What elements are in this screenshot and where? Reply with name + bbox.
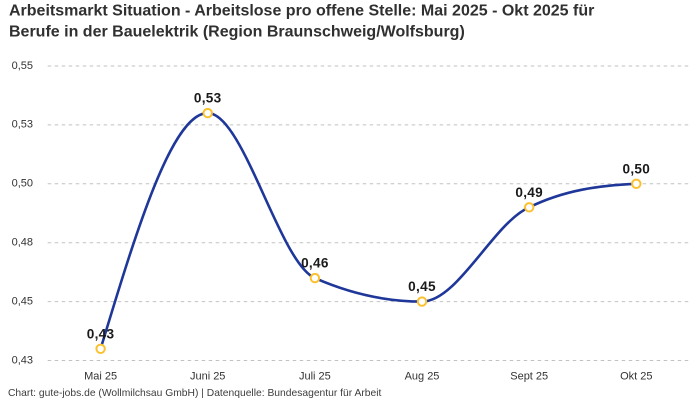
svg-text:0,55: 0,55 [12, 60, 33, 72]
svg-text:0,43: 0,43 [12, 354, 33, 366]
svg-text:0,53: 0,53 [194, 91, 222, 106]
svg-text:0,50: 0,50 [622, 161, 650, 176]
svg-text:Berufe in der Bauelektrik (Reg: Berufe in der Bauelektrik (Region Brauns… [9, 24, 465, 41]
svg-text:0,53: 0,53 [12, 119, 33, 131]
svg-text:0,50: 0,50 [12, 178, 33, 190]
svg-text:0,45: 0,45 [408, 279, 436, 294]
svg-text:Okt 25: Okt 25 [620, 371, 652, 383]
svg-text:Mai 25: Mai 25 [84, 371, 117, 383]
svg-text:Arbeitsmarkt Situation - Arbei: Arbeitsmarkt Situation - Arbeitslose pro… [9, 3, 594, 20]
svg-text:0,48: 0,48 [12, 236, 33, 248]
svg-text:Chart: gute-jobs.de (Wollmilch: Chart: gute-jobs.de (Wollmilchsau GmbH) … [8, 388, 381, 399]
svg-text:0,49: 0,49 [515, 185, 543, 200]
svg-text:0,45: 0,45 [12, 295, 33, 307]
svg-text:Sept 25: Sept 25 [510, 371, 548, 383]
svg-text:Juli 25: Juli 25 [299, 371, 331, 383]
svg-text:Juni 25: Juni 25 [190, 371, 225, 383]
svg-text:0,46: 0,46 [301, 256, 329, 271]
svg-text:0,43: 0,43 [87, 326, 115, 341]
svg-text:Aug 25: Aug 25 [405, 371, 440, 383]
